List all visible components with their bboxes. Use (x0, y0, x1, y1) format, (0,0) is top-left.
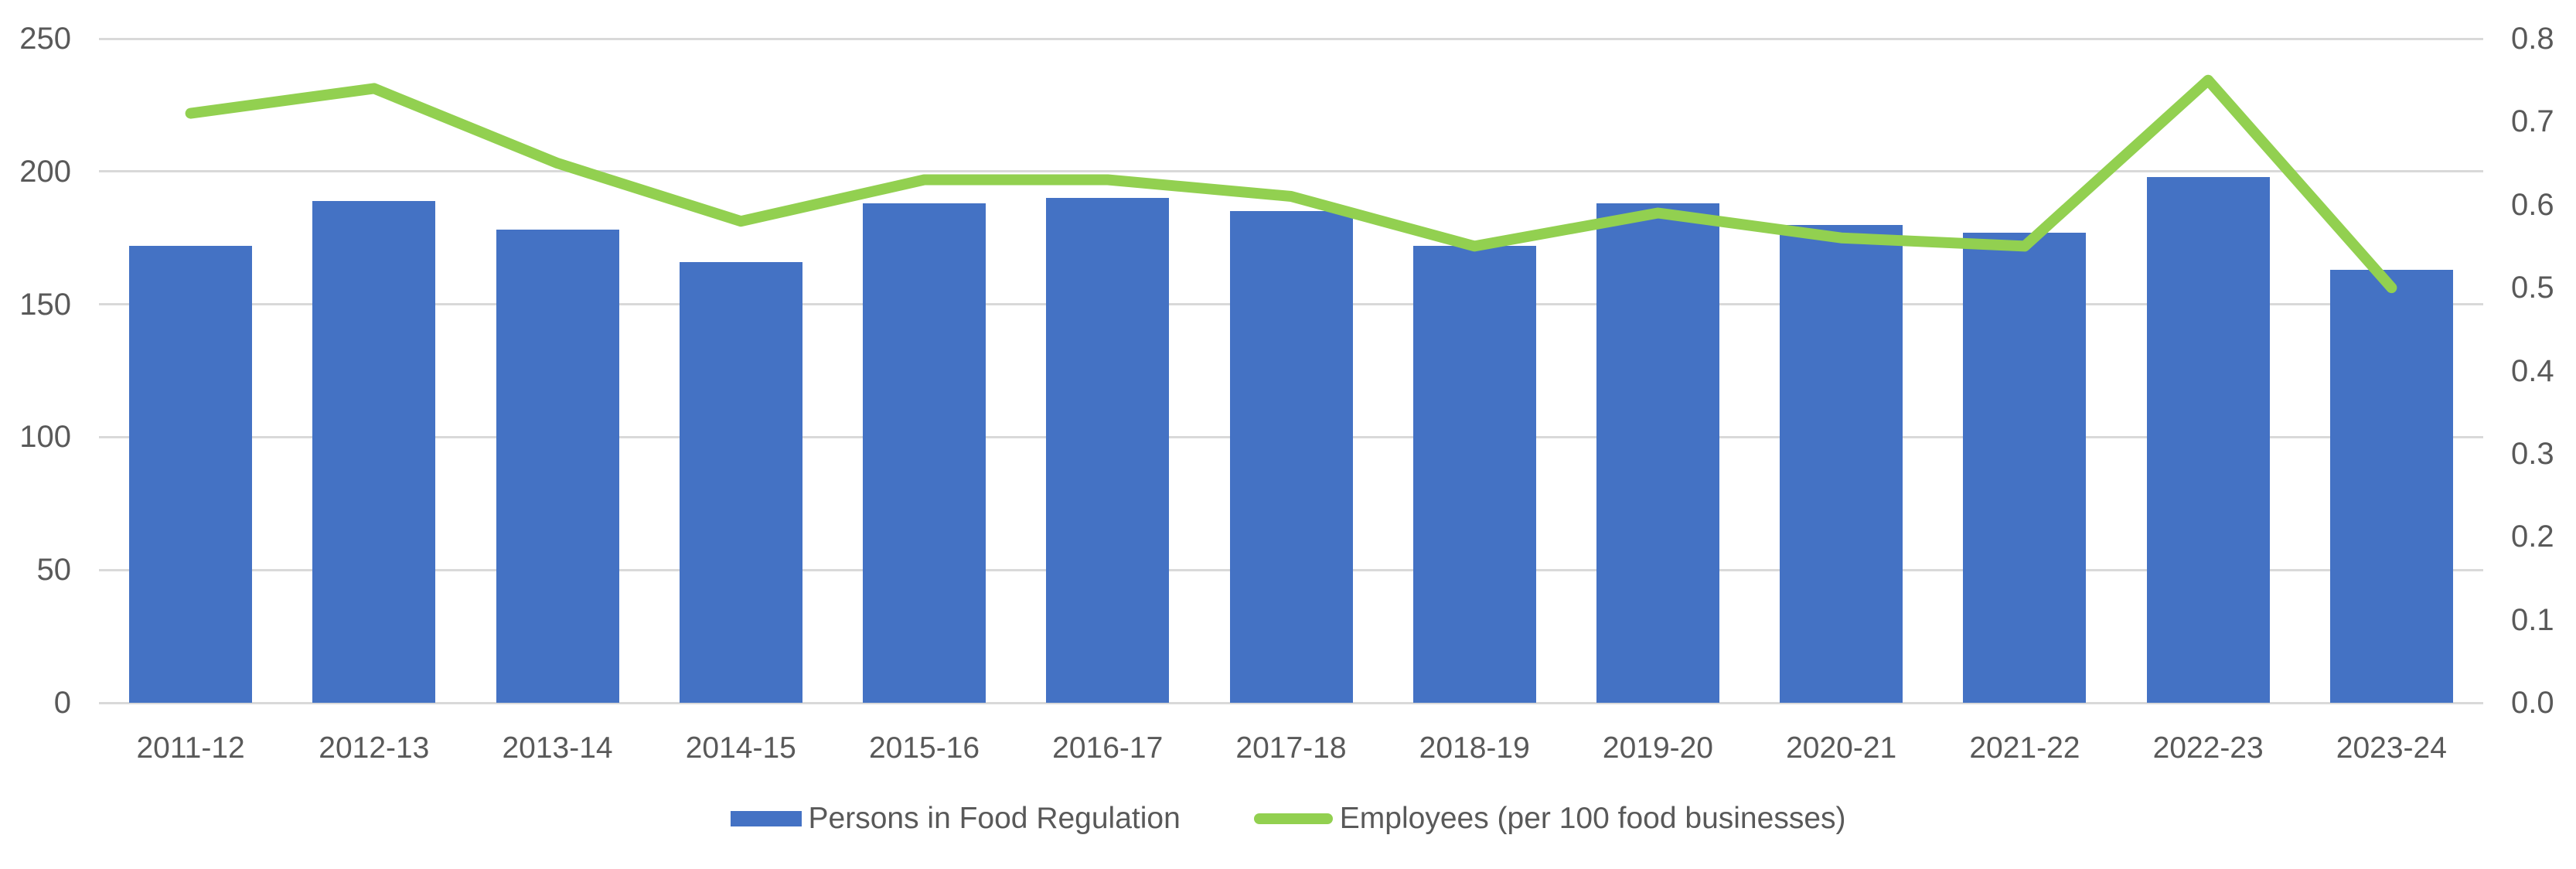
x-axis-tick-2022-23: 2022-23 (2152, 731, 2264, 765)
gridline (99, 701, 2483, 704)
right-axis-tick: 0.7 (2511, 104, 2554, 139)
right-axis-tick: 0.4 (2511, 353, 2554, 388)
left-axis-tick: 100 (19, 420, 71, 455)
x-axis-tick-2014-15: 2014-15 (685, 731, 796, 765)
x-axis-tick-2016-17: 2016-17 (1052, 731, 1164, 765)
left-axis-tick: 200 (19, 154, 71, 189)
bar-2014-15 (679, 261, 802, 703)
x-axis-tick-2020-21: 2020-21 (1786, 731, 1897, 765)
bar-2011-12 (129, 246, 253, 703)
bar-2019-20 (1596, 203, 1719, 703)
bar-2013-14 (496, 230, 619, 703)
gridline (99, 37, 2483, 40)
left-axis-tick: 250 (19, 22, 71, 56)
right-axis-tick: 0.0 (2511, 686, 2554, 720)
x-axis-tick-2011-12: 2011-12 (136, 731, 245, 765)
legend-label-persons: Persons in Food Regulation (808, 802, 1181, 835)
left-axis-tick: 50 (36, 553, 72, 588)
bar-2017-18 (1229, 211, 1353, 703)
legend: Persons in Food Regulation Employees (pe… (0, 795, 2576, 843)
bar-2015-16 (863, 203, 986, 703)
left-axis-tick: 0 (53, 686, 71, 720)
bar-2022-23 (2146, 176, 2270, 703)
x-axis-tick-2021-22: 2021-22 (1969, 731, 2080, 765)
right-axis-tick: 0.5 (2511, 271, 2554, 305)
bar-2023-24 (2329, 269, 2453, 703)
legend-swatch-line-icon (1253, 813, 1333, 824)
gridline (99, 170, 2483, 173)
bar-2018-19 (1412, 246, 1536, 703)
right-axis-tick: 0.8 (2511, 22, 2554, 56)
bar-2016-17 (1046, 198, 1170, 703)
right-axis-tick: 0.1 (2511, 602, 2554, 637)
x-axis-tick-2013-14: 2013-14 (502, 731, 613, 765)
left-axis-tick: 150 (19, 287, 71, 322)
right-axis-tick: 0.6 (2511, 187, 2554, 222)
right-axis-tick: 0.3 (2511, 436, 2554, 471)
legend-label-employees: Employees (per 100 food businesses) (1339, 802, 1846, 835)
legend-item-employees: Employees (per 100 food businesses) (1253, 802, 1846, 836)
right-axis-tick: 0.2 (2511, 520, 2554, 554)
x-axis-tick-2012-13: 2012-13 (319, 731, 430, 765)
x-axis-tick-2019-20: 2019-20 (1602, 731, 1714, 765)
bar-2020-21 (1780, 224, 1903, 703)
x-axis-tick-2015-16: 2015-16 (868, 731, 980, 765)
x-axis-tick-2023-24: 2023-24 (2336, 731, 2447, 765)
bar-2021-22 (1963, 232, 2087, 703)
legend-swatch-bar-icon (730, 811, 802, 826)
bar-2012-13 (312, 200, 436, 703)
x-axis-tick-2017-18: 2017-18 (1235, 731, 1347, 765)
x-axis-tick-2018-19: 2018-19 (1419, 731, 1530, 765)
legend-item-persons: Persons in Food Regulation (730, 802, 1181, 836)
